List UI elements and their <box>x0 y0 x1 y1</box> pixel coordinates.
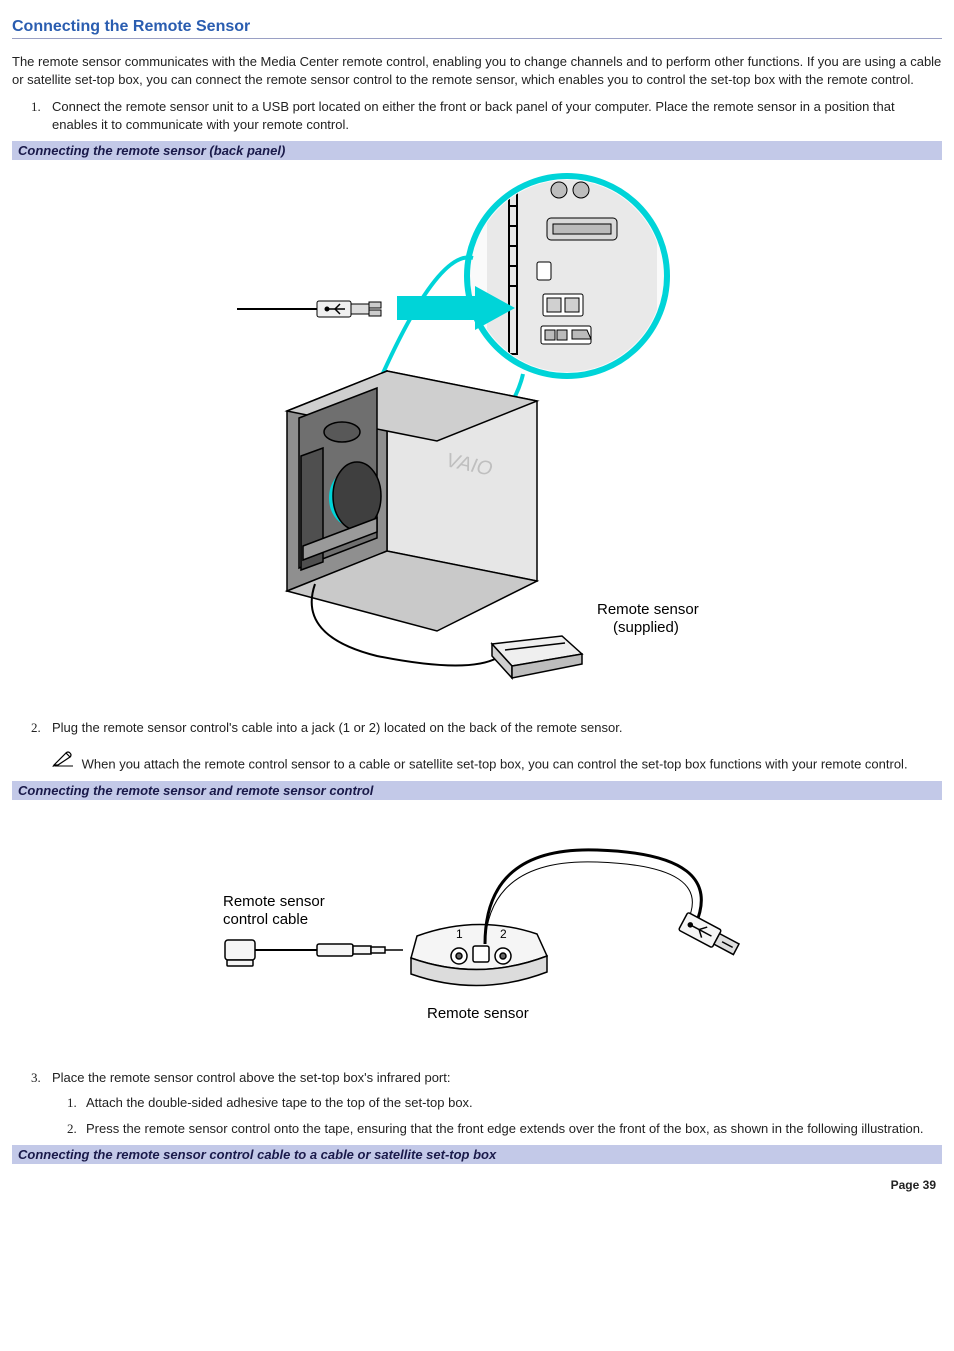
figure-2: Remote sensor control cable <box>12 806 942 1051</box>
figure-1-svg: VAIO Remote sensor (supplied) <box>167 166 787 696</box>
figure-1-caption: Connecting the remote sensor (back panel… <box>12 141 942 160</box>
figure-1: VAIO Remote sensor (supplied) <box>12 166 942 701</box>
figure-2-caption: Connecting the remote sensor and remote … <box>12 781 942 800</box>
figure-2-port-2: 2 <box>500 927 507 941</box>
note-icon <box>52 751 74 772</box>
note: When you attach the remote control senso… <box>52 751 942 773</box>
step-2: Plug the remote sensor control's cable i… <box>44 719 942 773</box>
main-step-list-cont2: Place the remote sensor control above th… <box>44 1069 942 1138</box>
step-3: Place the remote sensor control above th… <box>44 1069 942 1138</box>
step-3-text: Place the remote sensor control above th… <box>52 1070 450 1085</box>
figure-1-callout-line1: Remote sensor <box>597 601 699 618</box>
figure-2-label-sensor: Remote sensor <box>427 1005 529 1022</box>
note-text: When you attach the remote control senso… <box>82 756 908 771</box>
intro-paragraph: The remote sensor communicates with the … <box>12 53 942 88</box>
page-title: Connecting the Remote Sensor <box>12 18 942 36</box>
document-page: Connecting the Remote Sensor The remote … <box>0 0 954 1202</box>
figure-2-svg: Remote sensor control cable <box>167 806 787 1046</box>
step-3a: Attach the double-sided adhesive tape to… <box>80 1094 942 1112</box>
page-footer: Page 39 <box>12 1164 942 1202</box>
figure-2-port-1: 1 <box>456 927 463 941</box>
title-rule <box>12 38 942 39</box>
sub-step-list: Attach the double-sided adhesive tape to… <box>80 1094 942 1137</box>
figure-1-callout-line2: (supplied) <box>613 619 679 636</box>
step-3b: Press the remote sensor control onto the… <box>80 1120 942 1138</box>
step-2-text: Plug the remote sensor control's cable i… <box>52 720 622 735</box>
figure-3-caption: Connecting the remote sensor control cab… <box>12 1145 942 1164</box>
figure-2-label-control-1: Remote sensor <box>223 893 325 910</box>
main-step-list-cont: Plug the remote sensor control's cable i… <box>44 719 942 773</box>
main-step-list: Connect the remote sensor unit to a USB … <box>44 98 942 133</box>
figure-2-label-control-2: control cable <box>223 911 308 928</box>
step-1: Connect the remote sensor unit to a USB … <box>44 98 942 133</box>
